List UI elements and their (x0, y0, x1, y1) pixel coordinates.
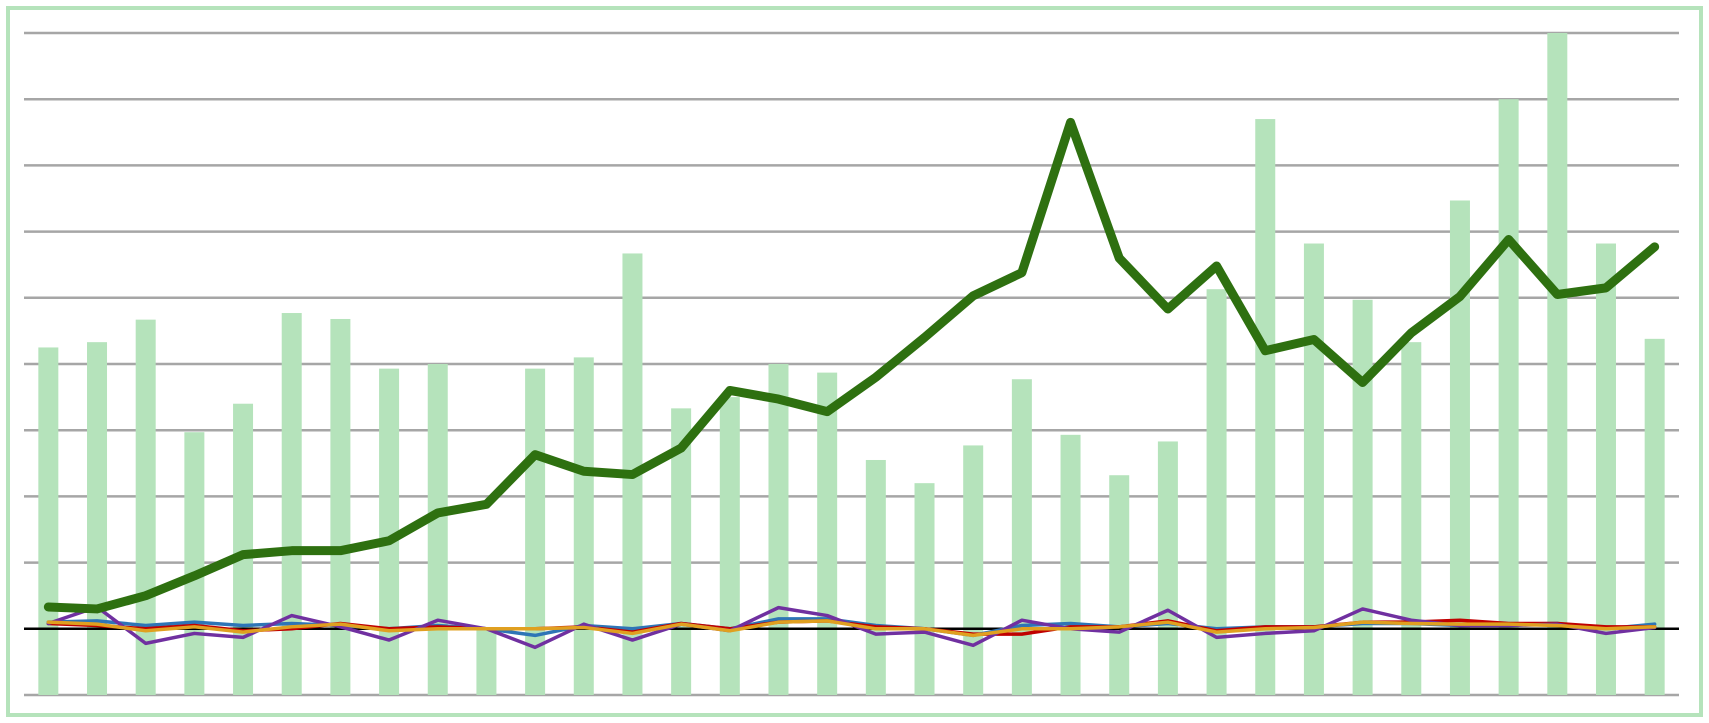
bar (1449, 200, 1470, 695)
bar (1547, 33, 1568, 695)
bar (1255, 119, 1276, 695)
bar (1206, 289, 1227, 695)
bar (1060, 434, 1081, 695)
line-series (43, 117, 1660, 614)
bar (1595, 243, 1616, 696)
bar (184, 432, 205, 695)
bar (573, 357, 594, 695)
bar (1157, 441, 1178, 695)
bar (281, 313, 302, 695)
bar (87, 342, 108, 695)
bar (963, 445, 984, 695)
bar (1011, 379, 1032, 695)
bar (476, 628, 497, 695)
bar (865, 459, 886, 695)
line-series (46, 619, 1657, 638)
bar (1109, 475, 1130, 695)
bar (719, 397, 740, 695)
bar (525, 368, 546, 695)
chart-frame (6, 6, 1703, 717)
bar (1644, 338, 1665, 695)
bar (1401, 342, 1422, 695)
bar (768, 364, 789, 695)
bar (817, 372, 838, 695)
bar (330, 318, 351, 695)
bar (914, 483, 935, 695)
bar (1303, 243, 1324, 696)
bar (379, 368, 400, 695)
bar (1498, 99, 1519, 695)
bar (427, 364, 448, 695)
bar (1352, 299, 1373, 695)
bar (233, 403, 254, 695)
bar (38, 347, 59, 695)
